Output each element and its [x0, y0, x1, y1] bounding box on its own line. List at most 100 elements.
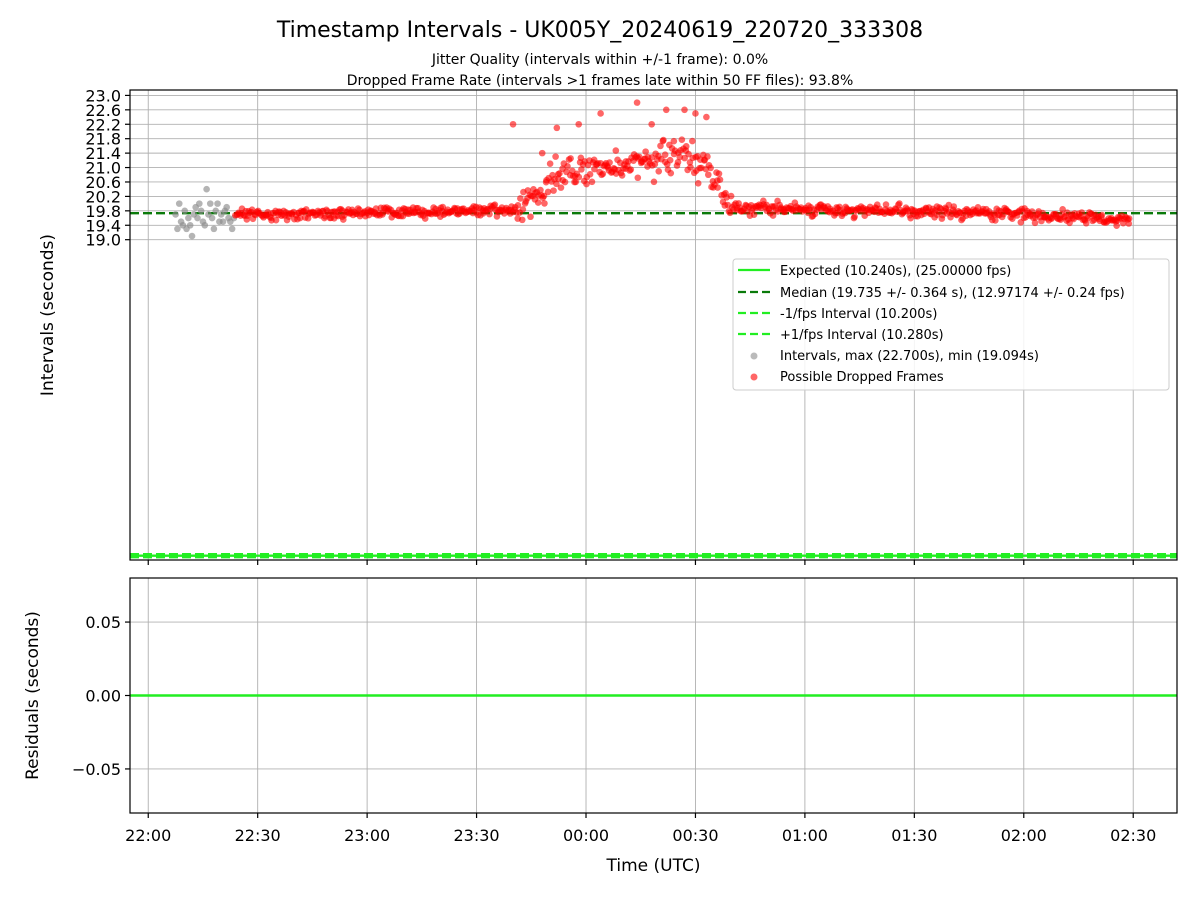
interval-point-9: [188, 232, 196, 240]
intervals-y-tick-label-10: 23.0: [85, 86, 121, 105]
dropped-frame-point-354: [618, 172, 626, 179]
dropped-frame-outlier-6: [648, 120, 655, 128]
chart-subtitle-dropped: Dropped Frame Rate (intervals >1 frames …: [347, 73, 854, 89]
dropped-frame-point-263: [519, 206, 527, 213]
dropped-frame-point-433: [704, 171, 712, 179]
dropped-frame-point-779: [1082, 219, 1090, 227]
dropped-frame-outlier-9: [692, 110, 699, 117]
dropped-frame-point-270: [527, 213, 534, 221]
chart-title: Timestamp Intervals - UK005Y_20240619_22…: [276, 18, 923, 43]
dropped-frame-point-261: [517, 195, 524, 202]
dropped-frame-outlier-2: [553, 124, 561, 132]
dropped-frame-point-237: [491, 201, 499, 209]
residuals-y-tick-label-1: 0.00: [85, 687, 121, 706]
interval-point-23: [214, 200, 221, 207]
dropped-frame-point-454: [727, 192, 735, 200]
dropped-frame-point-59: [296, 214, 304, 222]
residuals-x-tick-label-1: 22:30: [235, 826, 281, 845]
intervals-y-tick-label-5: 21.0: [85, 159, 121, 178]
dropped-frame-point-418: [689, 137, 696, 145]
legend-expected-label: Expected (10.240s), (25.00000 fps): [780, 264, 1011, 279]
legend-minus-fps-label: -1/fps Interval (10.200s): [780, 307, 937, 322]
residuals-x-tick-label-2: 23:00: [344, 826, 390, 845]
dropped-frame-point-411: [681, 154, 688, 162]
chart-subtitle-jitter: Jitter Quality (intervals within +/-1 fr…: [431, 52, 768, 68]
dropped-frame-point-399: [667, 169, 675, 177]
interval-point-1: [174, 225, 181, 233]
dropped-frame-point-294: [553, 180, 560, 188]
dropped-frame-point-326: [588, 178, 596, 186]
dropped-frame-point-279: [537, 186, 544, 194]
residuals-x-tick-label-9: 02:30: [1110, 826, 1156, 845]
dropped-frame-point-368: [634, 174, 642, 182]
interval-point-2: [175, 200, 183, 207]
interval-point-5: [181, 207, 189, 215]
dropped-frame-point-393: [661, 151, 669, 158]
dropped-frame-point-259: [514, 201, 522, 209]
residuals-x-tick-label-4: 00:00: [563, 826, 609, 845]
dropped-frame-point-443: [715, 170, 723, 177]
dropped-frame-point-362: [627, 166, 635, 173]
legend-median-label: Median (19.735 +/- 0.364 s), (12.97174 +…: [780, 286, 1125, 301]
dropped-frame-outlier-8: [681, 106, 688, 114]
intervals-ticks: 19.019.419.820.220.621.021.421.822.222.6…: [85, 86, 1134, 565]
intervals-y-axis-label: Intervals (seconds): [38, 234, 58, 396]
interval-point-19: [206, 200, 214, 207]
dropped-frame-point-444: [716, 176, 724, 183]
dropped-frame-point-732: [1031, 219, 1039, 227]
dropped-frame-point-314: [575, 173, 583, 181]
dropped-frame-point-608: [896, 200, 903, 207]
dropped-frame-point-383: [650, 178, 658, 186]
interval-point-0: [172, 211, 179, 218]
residuals-x-tick-label-8: 02:00: [1001, 826, 1047, 845]
dropped-frame-point-262: [518, 216, 526, 224]
dropped-frame-outlier-4: [597, 110, 604, 117]
dropped-frame-point-432: [704, 153, 711, 160]
dropped-frame-point-174: [421, 215, 429, 222]
intervals-y-tick-label-2: 19.8: [85, 202, 121, 221]
dropped-frame-point-232: [486, 210, 493, 218]
dropped-frame-point-492: [769, 212, 777, 219]
residuals-x-tick-label-5: 00:30: [672, 826, 718, 845]
legend-box: [732, 258, 1170, 391]
legend-dropped-swatch: [750, 373, 758, 381]
dropped-frame-point-818: [1125, 220, 1133, 227]
dropped-frame-point-475: [750, 211, 758, 218]
dropped-frame-point-376: [642, 148, 649, 155]
residuals-ticks: 22:00 22:30 23:00 23:30 00:00 00:30 01:00 01:30…: [72, 613, 1156, 845]
legend-intervals-label: Intervals, max (22.700s), min (19.094s): [780, 349, 1039, 364]
legend-intervals-swatch: [750, 352, 758, 360]
legend-plus-fps-label: +1/fps Interval (10.280s): [780, 328, 944, 343]
dropped-frame-outlier-1: [538, 149, 546, 157]
dropped-frame-point-288: [546, 160, 554, 167]
dropped-frame-point-392: [660, 136, 667, 144]
interval-point-7: [185, 214, 192, 222]
dropped-frame-point-596: [882, 201, 890, 208]
dropped-frame-outlier-0: [509, 120, 517, 128]
interval-point-16: [201, 221, 209, 229]
dropped-frame-point-730: [1028, 208, 1036, 215]
intervals-y-tick-label-8: 22.2: [85, 115, 121, 134]
dropped-frame-point-409: [678, 136, 686, 143]
residuals-y-tick-label-2: 0.05: [85, 613, 121, 632]
intervals-axes-frame: [129, 89, 1178, 561]
intervals-y-tick-label-0: 19.0: [85, 231, 121, 250]
legend-dropped-label: Possible Dropped Frames: [780, 370, 944, 385]
intervals-panel: 19.019.419.820.220.621.021.421.822.222.6…: [38, 86, 1178, 565]
intervals-y-tick-label-7: 21.8: [85, 130, 121, 149]
dropped-frame-point-321: [583, 180, 590, 188]
dropped-frame-outlier-7: [662, 106, 670, 114]
dropped-frame-outlier-5: [633, 99, 641, 106]
dropped-frame-point-190: [439, 203, 447, 211]
dropped-frame-point-424: [694, 179, 702, 187]
intervals-y-tick-label-3: 20.2: [85, 187, 121, 206]
intervals-y-tick-label-4: 20.6: [85, 173, 121, 192]
interval-point-20: [208, 214, 216, 222]
dropped-frame-point-304: [564, 162, 571, 170]
legend: Expected (10.240s), (25.00000 fps) Media…: [732, 258, 1170, 391]
residuals-x-tick-label-7: 01:30: [891, 826, 937, 845]
interval-point-21: [210, 225, 218, 233]
residuals-x-tick-label-0: 22:00: [125, 826, 171, 845]
interval-point-17: [203, 185, 210, 193]
